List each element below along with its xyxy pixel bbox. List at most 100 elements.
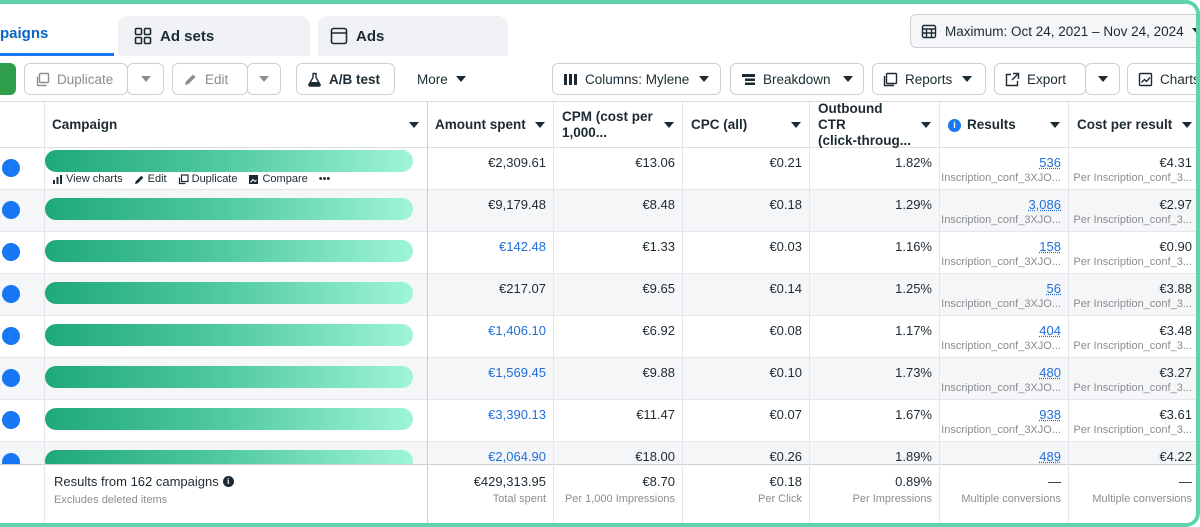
edit-menu-button[interactable] bbox=[247, 63, 281, 95]
column-header-cpm[interactable]: CPM (cost per 1,000... bbox=[554, 102, 682, 148]
table-row[interactable]: €217.07 €9.65 €0.14 1.25% 56 Inscription_conf… bbox=[0, 274, 1196, 316]
cell-results[interactable]: 480 Inscription_conf_3XJO... bbox=[940, 358, 1069, 400]
columns-label: Columns: Mylene bbox=[585, 71, 690, 87]
column-header-campaign[interactable]: Campaign bbox=[44, 102, 427, 148]
cell-results[interactable]: 3,086 Inscription_conf_3XJO... bbox=[940, 190, 1069, 232]
cell-results[interactable]: 158 Inscription_conf_3XJO... bbox=[940, 232, 1069, 274]
charts-button[interactable]: Charts bbox=[1127, 63, 1200, 95]
table-row[interactable]: €1,406.10 €6.92 €0.08 1.17% 404 Inscription_c… bbox=[0, 316, 1196, 358]
column-divider bbox=[553, 102, 554, 523]
info-icon[interactable]: i bbox=[948, 118, 961, 132]
cell-cost-per-result: €3.27 Per Inscription_conf_3... bbox=[1069, 358, 1196, 400]
campaign-toggle[interactable] bbox=[2, 243, 20, 261]
chevron-down-icon bbox=[1050, 122, 1060, 128]
column-header-results[interactable]: i Results bbox=[940, 102, 1068, 148]
more-button[interactable]: More bbox=[407, 63, 477, 95]
cell-value: €0.26 bbox=[769, 449, 802, 464]
campaign-toggle[interactable] bbox=[2, 411, 20, 429]
charts-label: Charts bbox=[1160, 71, 1200, 87]
columns-button[interactable]: Columns: Mylene bbox=[552, 63, 721, 95]
footer-value: €0.18 bbox=[769, 474, 802, 489]
duplicate-link[interactable]: Duplicate bbox=[178, 173, 237, 185]
cell-caption: Inscription_conf_3XJO... bbox=[941, 382, 1061, 394]
date-range-picker[interactable]: Maximum: Oct 24, 2021 – Nov 24, 2024 bbox=[910, 14, 1196, 48]
cell-value: €3.27 bbox=[1159, 365, 1192, 380]
cell-value: €217.07 bbox=[499, 281, 546, 296]
column-header-cost-per-result[interactable]: Cost per result bbox=[1069, 102, 1196, 148]
chevron-down-icon bbox=[664, 122, 674, 128]
column-header-label: Campaign bbox=[52, 117, 118, 132]
footer-subtitle: Excludes deleted items bbox=[54, 494, 168, 506]
column-header-amount-spent[interactable]: Amount spent bbox=[427, 102, 553, 148]
chevron-down-icon bbox=[455, 76, 466, 82]
table-row[interactable]: €9,179.48 €8.48 €0.18 1.29% 3,086 Inscription… bbox=[0, 190, 1196, 232]
cell-outbound-ctr: 1.16% bbox=[810, 232, 940, 274]
campaign-toggle[interactable] bbox=[2, 285, 20, 303]
duplicate-menu-button[interactable] bbox=[127, 63, 164, 95]
cell-value: €142.48 bbox=[499, 239, 546, 254]
campaign-toggle[interactable] bbox=[2, 369, 20, 387]
cell-value: 489 bbox=[1039, 449, 1061, 464]
compare-image-icon bbox=[248, 174, 259, 185]
campaign-name-redacted[interactable] bbox=[45, 198, 413, 220]
export-menu-button[interactable] bbox=[1085, 63, 1120, 95]
info-icon[interactable]: i bbox=[222, 476, 234, 487]
cell-outbound-ctr: 1.73% bbox=[810, 358, 940, 400]
cell-amount-spent: €9,179.48 bbox=[427, 190, 554, 232]
tab-ad-sets[interactable]: Ad sets bbox=[118, 16, 310, 56]
table-row[interactable]: View charts Edit Duplicate Compare ••• €2,309… bbox=[0, 148, 1196, 190]
footer-value: €429,313.95 bbox=[473, 474, 546, 489]
cell-outbound-ctr: 1.17% bbox=[810, 316, 940, 358]
column-header-cpc[interactable]: CPC (all) bbox=[683, 102, 809, 148]
campaign-toggle[interactable] bbox=[2, 327, 20, 345]
cell-caption: Per Inscription_conf_3... bbox=[1073, 256, 1192, 268]
cell-results[interactable]: 938 Inscription_conf_3XJO... bbox=[940, 400, 1069, 442]
table-row[interactable]: €3,390.13 €11.47 €0.07 1.67% 938 Inscription_… bbox=[0, 400, 1196, 442]
cell-value: 1.67% bbox=[895, 407, 932, 422]
column-divider bbox=[939, 102, 940, 523]
cell-cpc: €0.07 bbox=[683, 400, 810, 442]
cell-value: €9.88 bbox=[642, 365, 675, 380]
reports-button[interactable]: Reports bbox=[872, 63, 986, 95]
cell-results[interactable]: 489 bbox=[940, 442, 1069, 484]
cell-caption: Per Inscription_conf_3... bbox=[1073, 172, 1192, 184]
ab-test-button[interactable]: A/B test bbox=[296, 63, 395, 95]
tab-ads[interactable]: Ads bbox=[318, 16, 508, 56]
cell-results[interactable]: 404 Inscription_conf_3XJO... bbox=[940, 316, 1069, 358]
tab-campaigns[interactable]: paigns bbox=[0, 14, 114, 56]
cell-value: €1.33 bbox=[642, 239, 675, 254]
campaign-name-redacted[interactable] bbox=[45, 408, 413, 430]
cell-results[interactable]: 536 Inscription_conf_3XJO... bbox=[940, 148, 1069, 190]
campaign-name-redacted[interactable] bbox=[45, 282, 413, 304]
campaign-toggle[interactable] bbox=[2, 201, 20, 219]
campaign-name-redacted[interactable] bbox=[45, 150, 413, 172]
cell-results[interactable]: 56 Inscription_conf_3XJO... bbox=[940, 274, 1069, 316]
export-button[interactable]: Export bbox=[994, 63, 1086, 95]
table-row[interactable]: €142.48 €1.33 €0.03 1.16% 158 Inscription_con… bbox=[0, 232, 1196, 274]
view-charts-link[interactable]: View charts bbox=[52, 173, 123, 185]
campaign-name-redacted[interactable] bbox=[45, 324, 413, 346]
compare-link[interactable]: Compare bbox=[248, 173, 308, 185]
create-button[interactable] bbox=[0, 63, 16, 95]
more-actions-icon[interactable]: ••• bbox=[318, 173, 331, 185]
pencil-icon bbox=[134, 174, 145, 185]
campaign-name-redacted[interactable] bbox=[45, 240, 413, 262]
column-header-outbound-ctr[interactable]: Outbound CTR (click-throug... bbox=[810, 101, 939, 148]
duplicate-button[interactable]: Duplicate bbox=[24, 63, 128, 95]
cell-value: €0.21 bbox=[769, 155, 802, 170]
edit-button[interactable]: Edit bbox=[172, 63, 248, 95]
cell-caption: Inscription_conf_3XJO... bbox=[941, 256, 1061, 268]
edit-link[interactable]: Edit bbox=[134, 173, 167, 185]
campaign-name-redacted[interactable] bbox=[45, 366, 413, 388]
table-row[interactable]: €1,569.45 €9.88 €0.10 1.73% 480 Inscription_c… bbox=[0, 358, 1196, 400]
cell-value: €8.48 bbox=[642, 197, 675, 212]
cell-value: €3.48 bbox=[1159, 323, 1192, 338]
campaign-toggle[interactable] bbox=[2, 159, 20, 177]
row-action-label: Compare bbox=[262, 173, 308, 185]
cell-value: €3.88 bbox=[1159, 281, 1192, 296]
footer-value: 0.89% bbox=[895, 474, 932, 489]
footer-title: Results from 162 campaigns i bbox=[54, 474, 234, 489]
breakdown-button[interactable]: Breakdown bbox=[730, 63, 864, 95]
footer-caption: Multiple conversions bbox=[1092, 493, 1192, 505]
